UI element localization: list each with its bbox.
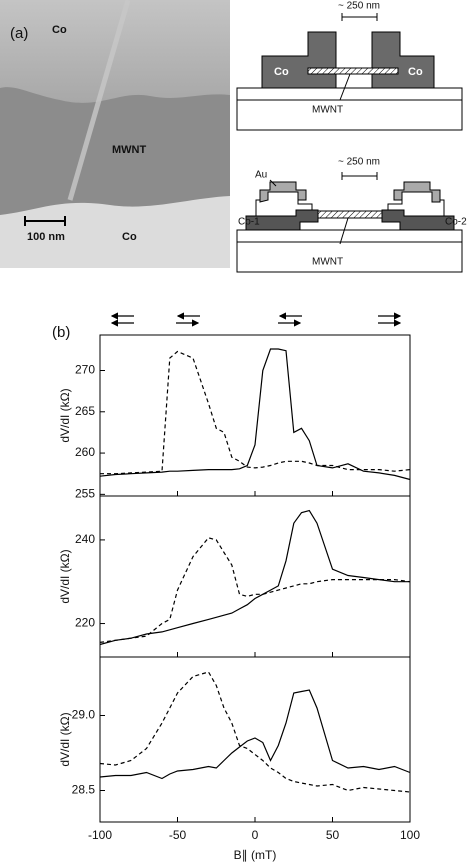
field-arrows: [110, 312, 402, 327]
x-tick-label: 100: [400, 828, 420, 842]
plot-frame: [99, 334, 411, 497]
label: ~ 250 nm: [338, 1, 380, 12]
label: Co: [274, 66, 289, 78]
data-line: [99, 509, 410, 646]
data-line: [99, 537, 411, 643]
label: Co-1: [238, 217, 260, 228]
y-axis-label: dV/dI (kΩ): [58, 549, 72, 603]
label: MWNT: [312, 257, 343, 268]
y-tick-label: 265: [75, 404, 95, 418]
plot-frame: [99, 656, 411, 823]
y-tick-label: 240: [75, 532, 95, 546]
x-tick-label: 0: [252, 828, 259, 842]
y-tick-label: 29.0: [72, 708, 96, 722]
schematic: [236, 172, 463, 273]
label: MWNT: [112, 144, 146, 156]
y-tick-label: 220: [75, 616, 95, 630]
scale-label: 100 nm: [27, 231, 65, 243]
y-axis-label: dV/dI (kΩ): [58, 712, 72, 766]
label: MWNT: [312, 105, 343, 116]
y-tick-label: 255: [75, 487, 95, 501]
label: ~ 250 nm: [338, 157, 380, 168]
y-axis-label: dV/dI (kΩ): [58, 388, 72, 442]
x-tick-label: -50: [169, 828, 187, 842]
schematic: [236, 13, 463, 131]
data-line: [99, 348, 411, 481]
plot-frame: [99, 495, 411, 658]
panel-label: (b): [52, 324, 70, 341]
label: Co: [408, 66, 423, 78]
x-axis-label: B∥ (mT): [234, 848, 277, 862]
data-line: [99, 689, 411, 780]
micrograph: (a) Co MWNT 100 nm Co: [0, 0, 230, 268]
data-line: [99, 671, 411, 793]
label: Au: [255, 170, 267, 181]
data-line: [100, 350, 411, 475]
x-tick-label: 50: [326, 828, 340, 842]
label: Co-2: [445, 217, 467, 228]
y-tick-label: 260: [75, 445, 95, 459]
x-tick-label: -100: [88, 828, 112, 842]
y-tick-label: 270: [75, 363, 95, 377]
y-tick-label: 28.5: [72, 783, 96, 797]
panel-label: (a): [10, 25, 28, 42]
label: Co: [122, 231, 137, 243]
label: Co: [52, 24, 67, 36]
